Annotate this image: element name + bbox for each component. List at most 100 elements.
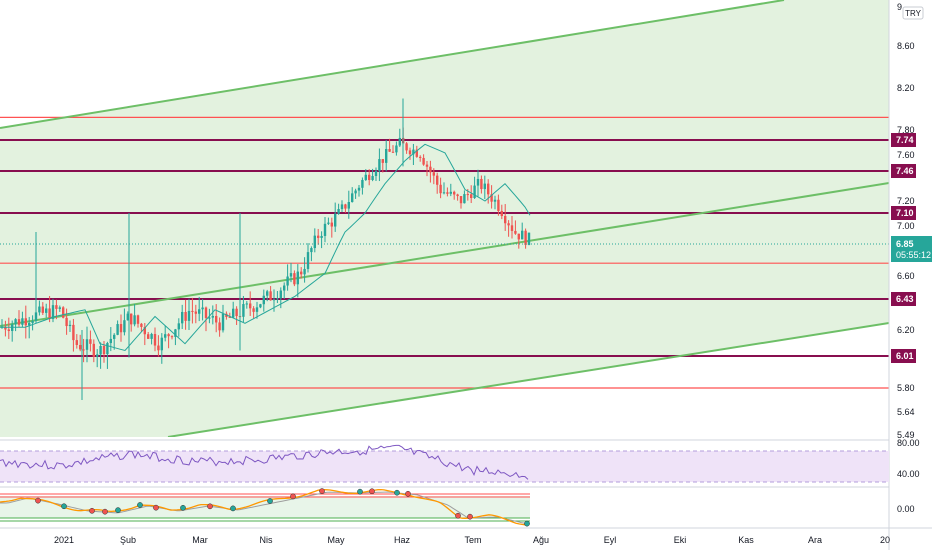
oscillator-cross-dot [115, 507, 121, 513]
candle-body [524, 230, 527, 245]
price-axis[interactable]: 9. TRY 8.60 8.20 7.80 7.60 7.20 7.00 6.60 6.20 5… [897, 2, 924, 440]
candle-body [459, 196, 463, 204]
candle-body [507, 223, 510, 226]
candle-body [116, 324, 119, 335]
candle-body [198, 309, 201, 314]
candle-body [514, 230, 517, 234]
oscillator-pane[interactable] [0, 488, 530, 527]
candle-body [310, 248, 313, 253]
candle-body [439, 184, 442, 194]
candle-body [4, 326, 7, 330]
candle-body [337, 209, 340, 214]
candle-body [242, 304, 245, 317]
channel-lower-line[interactable] [167, 322, 889, 437]
candle-body [334, 213, 337, 227]
oscillator-cross-dot [455, 512, 461, 519]
oscillator-cross-dot [394, 489, 400, 496]
candle-body [527, 232, 531, 245]
candle-body [208, 317, 211, 319]
candle-body [351, 193, 354, 203]
last-price-badge: 6.85 05:55:12 [891, 236, 932, 262]
candle-body [228, 316, 231, 318]
rsi-axis-label-40: 40.00 [897, 469, 920, 479]
oscillator-cross-dot [61, 503, 67, 510]
time-axis-label: 2021 [54, 535, 74, 545]
candle-body [361, 179, 364, 188]
candle-body [160, 337, 163, 351]
candle-body [279, 290, 282, 299]
candle-body [181, 311, 184, 324]
candle-body [269, 291, 272, 301]
channel-mid-line[interactable] [0, 182, 889, 327]
rsi-axis-label-80: 80.00 [897, 438, 920, 448]
rsi-pane[interactable] [0, 444, 889, 483]
candle-body [422, 157, 425, 165]
candle-body [303, 268, 306, 275]
rsi-line [0, 444, 529, 480]
candle-body [344, 204, 347, 209]
candle-body [371, 176, 374, 180]
candle-body [259, 304, 262, 308]
candle-body [517, 233, 520, 240]
candle-body [79, 344, 82, 350]
time-axis[interactable]: 2021 Şub Mar Nis May Haz Tem Ağu Eyl Eki Kas Ara 20 [54, 535, 890, 545]
time-axis-label: May [327, 535, 345, 545]
price-axis-label: 5.49 [897, 430, 915, 440]
time-axis-label: Haz [394, 535, 411, 545]
candle-body [34, 312, 38, 321]
oscillator-cross-dots [35, 488, 530, 527]
candle-body [130, 313, 133, 325]
candle-body [157, 345, 160, 351]
price-axis-top-label: 9. [897, 2, 905, 12]
candle-body [330, 222, 333, 227]
channel-upper-line[interactable] [0, 0, 785, 129]
oscillator-cross-dot [180, 504, 186, 511]
candle-body [89, 339, 92, 344]
candle-body [398, 137, 401, 146]
candle-body [75, 340, 78, 345]
level-badge-label: 6.01 [896, 351, 914, 361]
oscillator-band [0, 496, 530, 518]
candle-body [150, 333, 153, 339]
candle-body [442, 192, 446, 194]
candle-body [415, 149, 418, 157]
candle-body [204, 307, 208, 318]
trend-channel[interactable] [0, 0, 889, 437]
price-axis-label: 7.60 [897, 150, 915, 160]
candle-body [354, 190, 357, 194]
price-axis-label: 5.64 [897, 407, 915, 417]
candle-body [436, 175, 439, 185]
candle-body [466, 194, 469, 196]
price-axis-label: 8.20 [897, 83, 915, 93]
candle-body [14, 319, 17, 325]
time-axis-label: Tem [464, 535, 481, 545]
candle-body [429, 166, 432, 173]
candle-body [153, 333, 157, 346]
candle-body [490, 194, 493, 202]
candle-body [432, 172, 435, 176]
candle-body [391, 151, 395, 153]
candle-body [215, 315, 218, 323]
candle-body [385, 149, 388, 163]
candle-body [170, 336, 174, 338]
candle-body [92, 343, 95, 357]
price-axis-label: 6.20 [897, 325, 915, 335]
candle-body [296, 271, 299, 285]
level-badge [891, 206, 916, 220]
currency-badge[interactable]: TRY [902, 6, 924, 20]
oscillator-cross-dot [35, 497, 41, 504]
rsi-band [0, 451, 889, 482]
candle-body [255, 307, 259, 312]
candle-body [41, 306, 44, 313]
level-badge [891, 292, 916, 306]
candle-body [446, 192, 449, 194]
candle-body [412, 149, 415, 155]
candle-body [364, 174, 367, 180]
candle-body [177, 323, 180, 330]
currency-badge-label: TRY [905, 9, 922, 18]
candle-body [218, 322, 221, 331]
candles[interactable] [0, 98, 531, 401]
candle-body [378, 159, 381, 171]
last-price-value: 6.85 [896, 239, 914, 249]
